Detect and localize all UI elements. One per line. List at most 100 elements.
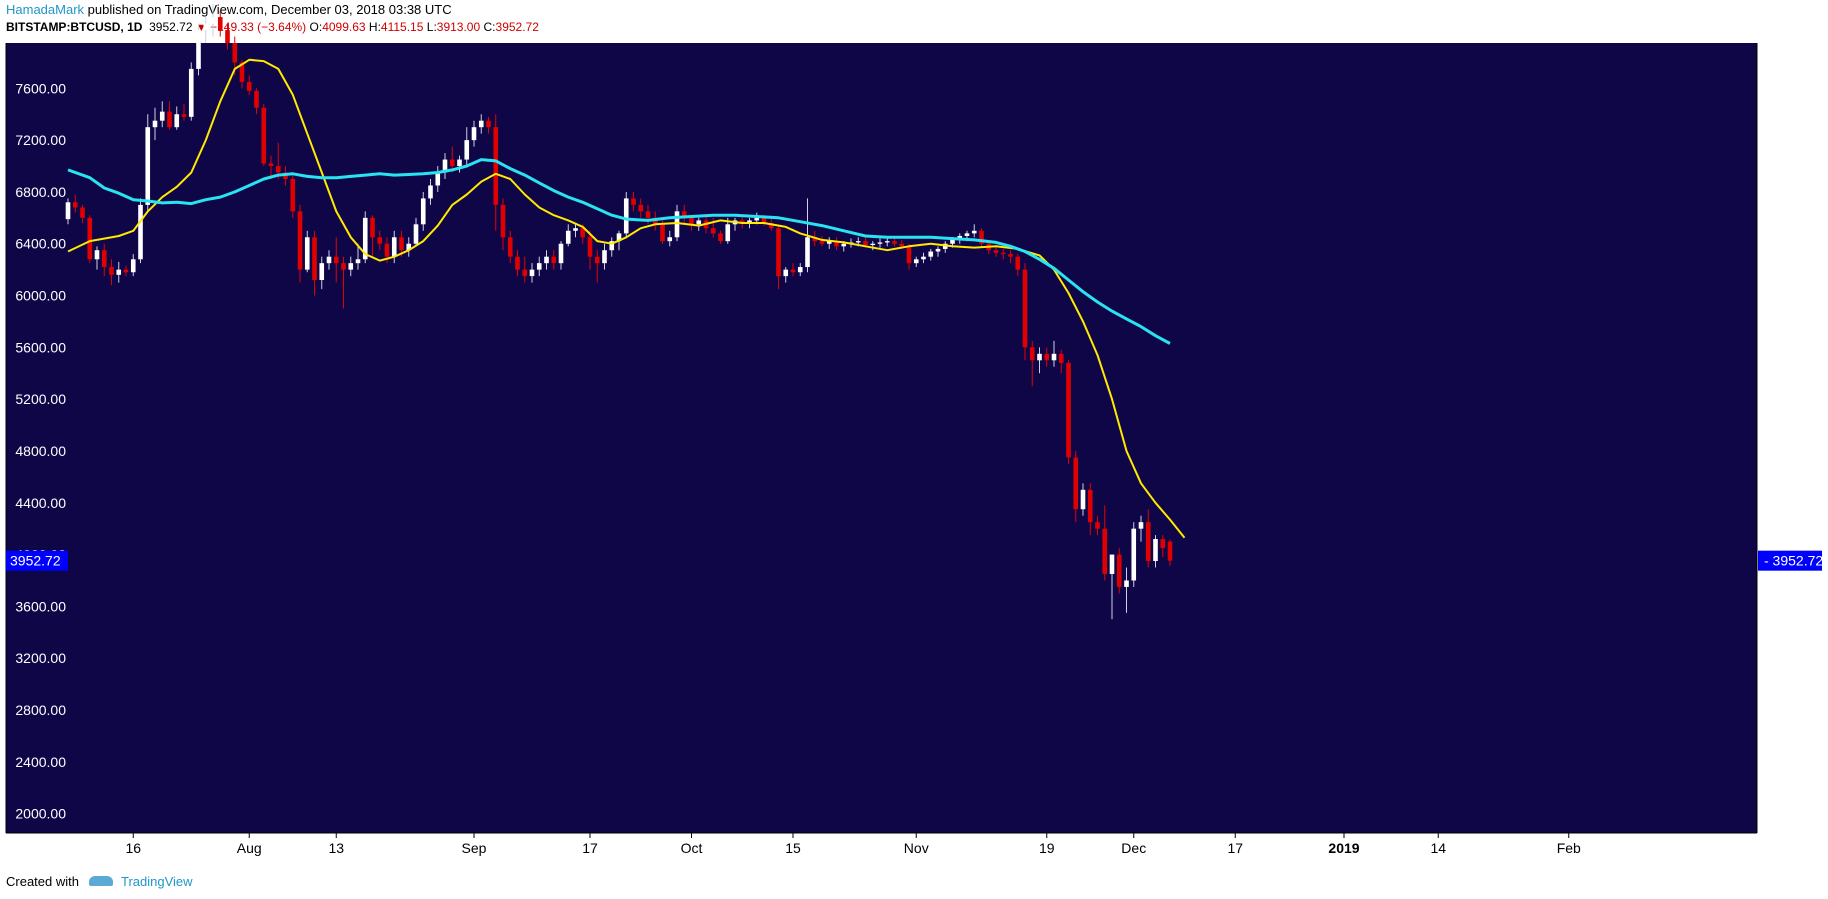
candle-body — [326, 256, 332, 264]
candle — [101, 243, 107, 277]
candle — [420, 191, 426, 231]
candle-body — [515, 256, 520, 270]
candle-body — [529, 269, 535, 277]
candle-body — [1066, 362, 1071, 458]
candle — [587, 230, 593, 270]
candle — [551, 250, 557, 270]
ohlc-legend: BITSTAMP:BTCUSD, 1D 3952.72 ▼ −149.33 (−… — [6, 20, 539, 36]
candle-body — [290, 178, 296, 212]
candle-body — [841, 243, 847, 247]
candle-body — [631, 198, 636, 205]
candle-body — [174, 114, 180, 128]
candle — [594, 250, 600, 283]
candle — [971, 224, 977, 238]
candle — [319, 256, 325, 290]
candle-body — [464, 140, 470, 160]
candle — [1080, 483, 1086, 516]
candle — [109, 259, 114, 286]
candle-body — [225, 30, 230, 43]
candle — [544, 250, 549, 270]
candle — [1051, 340, 1057, 367]
candle-body — [870, 243, 876, 246]
high-value: 4115.15 — [380, 20, 424, 34]
last-price: 3952.72 — [149, 20, 193, 34]
candle — [1037, 347, 1042, 374]
slow-moving-average-line — [67, 158, 1171, 345]
candle-body — [72, 202, 78, 208]
candle-body — [333, 256, 339, 264]
x-tick-label: 14 — [1430, 840, 1446, 856]
x-tick-label: Feb — [1557, 840, 1581, 856]
candle — [1145, 509, 1151, 568]
candle-body — [355, 259, 361, 264]
x-tick-label: 15 — [785, 840, 801, 856]
candle — [515, 250, 520, 277]
candle — [652, 211, 658, 231]
candle-body — [196, 30, 201, 69]
candle — [696, 217, 702, 231]
candle-body — [377, 237, 383, 244]
candle-body — [101, 250, 107, 268]
candle-body — [420, 198, 426, 225]
candle — [333, 237, 339, 283]
candle-body — [623, 198, 629, 234]
candle — [123, 265, 129, 277]
tradingview-brand-link[interactable]: TradingView — [120, 873, 193, 889]
candle-body — [928, 251, 934, 257]
candle-body — [1015, 256, 1021, 270]
candle-body — [565, 230, 571, 244]
candle-body — [1000, 252, 1006, 255]
tradingview-logo-icon[interactable] — [88, 874, 115, 888]
last-price-tag-text: - 3952.72 — [1764, 553, 1823, 569]
candle-body — [645, 211, 651, 218]
candle — [442, 153, 448, 179]
candle — [1116, 548, 1122, 594]
candle-body — [449, 159, 455, 167]
candle — [80, 204, 85, 224]
candle-body — [1145, 522, 1151, 562]
candle-body — [188, 68, 194, 117]
candle-body — [341, 263, 346, 270]
candle — [631, 191, 636, 212]
candle-body — [899, 243, 905, 247]
candle — [355, 243, 361, 270]
candle-body — [660, 224, 665, 242]
candle — [341, 256, 346, 309]
candle-body — [754, 217, 760, 221]
y-tick-label-right: 4800.00 — [1769, 443, 1820, 459]
candle-body — [304, 237, 310, 270]
y-tick-label-right: 6000.00 — [1769, 288, 1820, 304]
plot-background[interactable] — [6, 43, 1757, 833]
candle-body — [935, 248, 941, 252]
candle — [1058, 349, 1064, 374]
candle-body — [950, 239, 955, 244]
y-tick-label-left: 6400.00 — [15, 236, 66, 252]
candle — [326, 250, 332, 270]
open-label: O: — [309, 20, 323, 34]
y-tick-label-right: 3200.00 — [1769, 650, 1820, 666]
candle-body — [805, 237, 810, 268]
candle-body — [1138, 522, 1144, 529]
candle-body — [892, 241, 897, 244]
candle-body — [768, 223, 774, 229]
candle-body — [507, 237, 513, 257]
y-tick-label-left: 5200.00 — [15, 391, 66, 407]
author-link[interactable]: HamadaMark — [6, 2, 85, 17]
x-tick-label: Dec — [1121, 840, 1146, 856]
candle-body — [812, 237, 818, 242]
candle-body — [152, 120, 158, 128]
candle-body — [1058, 353, 1064, 363]
candle-body — [1073, 457, 1079, 510]
candle — [877, 238, 883, 248]
candle-body — [275, 166, 281, 173]
candle — [130, 254, 136, 277]
candle — [297, 204, 303, 283]
candle — [196, 23, 201, 76]
candle-body — [913, 259, 919, 264]
candle-body — [877, 242, 883, 244]
candle — [609, 237, 615, 257]
candle — [138, 198, 143, 264]
footer: Created with TradingView — [6, 872, 193, 890]
candle — [1000, 248, 1006, 260]
